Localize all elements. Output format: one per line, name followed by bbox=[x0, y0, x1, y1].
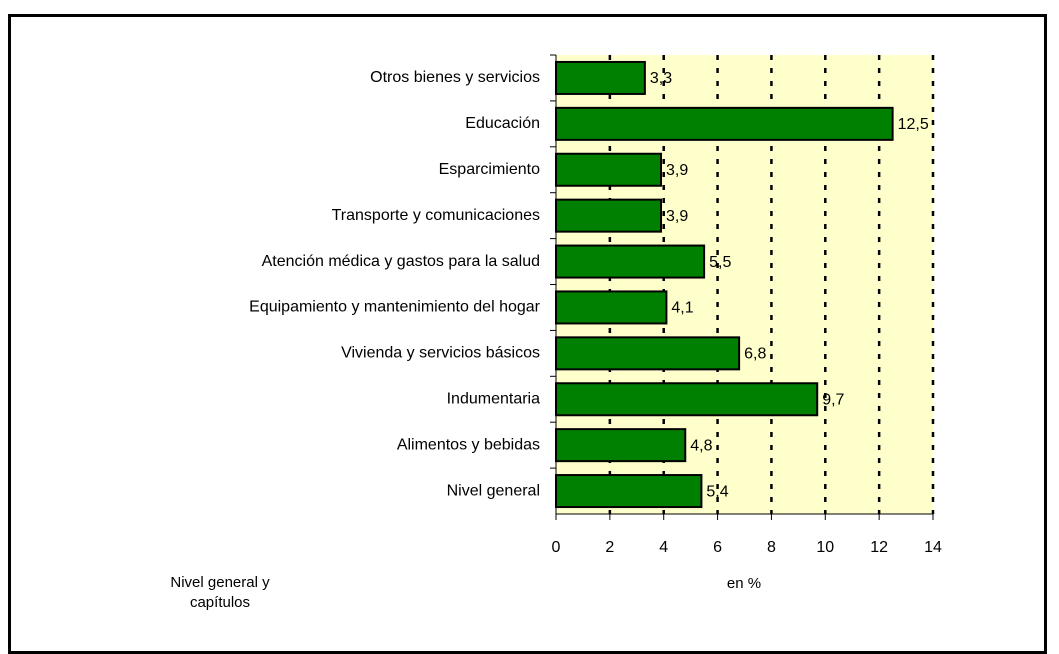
value-label: 9,7 bbox=[822, 391, 844, 408]
y-tick-label: Otros bienes y servicios bbox=[370, 69, 540, 86]
bar bbox=[555, 428, 687, 463]
x-tick-label: 14 bbox=[924, 539, 942, 556]
x-tick-label: 8 bbox=[767, 539, 776, 556]
x-tick-label: 12 bbox=[870, 539, 888, 556]
bar bbox=[555, 60, 646, 95]
value-label: 12,5 bbox=[898, 116, 929, 133]
x-axis-label: en % bbox=[727, 575, 761, 592]
value-label: 3,3 bbox=[650, 70, 672, 87]
bar bbox=[555, 382, 819, 417]
y-tick-label: Nivel general bbox=[447, 482, 540, 499]
x-tick-label: 6 bbox=[713, 539, 722, 556]
bar bbox=[555, 336, 741, 371]
value-label: 3,9 bbox=[666, 162, 688, 179]
bar bbox=[555, 198, 663, 233]
bar bbox=[555, 290, 668, 325]
chart: en % 0 2 4 6 8 10 12 14 Otros bienes y servicios… bbox=[249, 54, 942, 592]
value-label: 5,4 bbox=[706, 483, 728, 500]
y-tick-label: Alimentos y bebidas bbox=[397, 436, 540, 453]
bar bbox=[555, 152, 663, 187]
x-tick-label: 2 bbox=[605, 539, 614, 556]
value-label: 4,1 bbox=[671, 300, 693, 317]
value-label: 6,8 bbox=[744, 346, 766, 363]
y-tick-label: Educación bbox=[465, 115, 540, 132]
y-tick-label: Indumentaria bbox=[447, 390, 540, 407]
x-tick-label: 10 bbox=[816, 539, 834, 556]
bar bbox=[555, 244, 706, 279]
y-tick-label: Esparcimiento bbox=[439, 161, 540, 178]
x-tick-label: 0 bbox=[552, 539, 561, 556]
bar bbox=[555, 474, 703, 509]
y-axis-label: Nivel general y capítulos bbox=[170, 574, 270, 611]
y-tick-label: Atención médica y gastos para la salud bbox=[262, 253, 540, 270]
bar bbox=[555, 106, 894, 141]
y-tick-label: Equipamiento y mantenimiento del hogar bbox=[249, 299, 541, 316]
x-tick-label: 4 bbox=[659, 539, 668, 556]
value-label: 5,5 bbox=[709, 254, 731, 271]
page: en % 0 2 4 6 8 10 12 14 Otros bienes y servicios… bbox=[8, 14, 1047, 654]
value-label: 3,9 bbox=[666, 208, 688, 225]
y-tick-label: Vivienda y servicios básicos bbox=[341, 345, 540, 362]
value-label: 4,8 bbox=[690, 437, 712, 454]
y-tick-label: Transporte y comunicaciones bbox=[332, 207, 540, 224]
